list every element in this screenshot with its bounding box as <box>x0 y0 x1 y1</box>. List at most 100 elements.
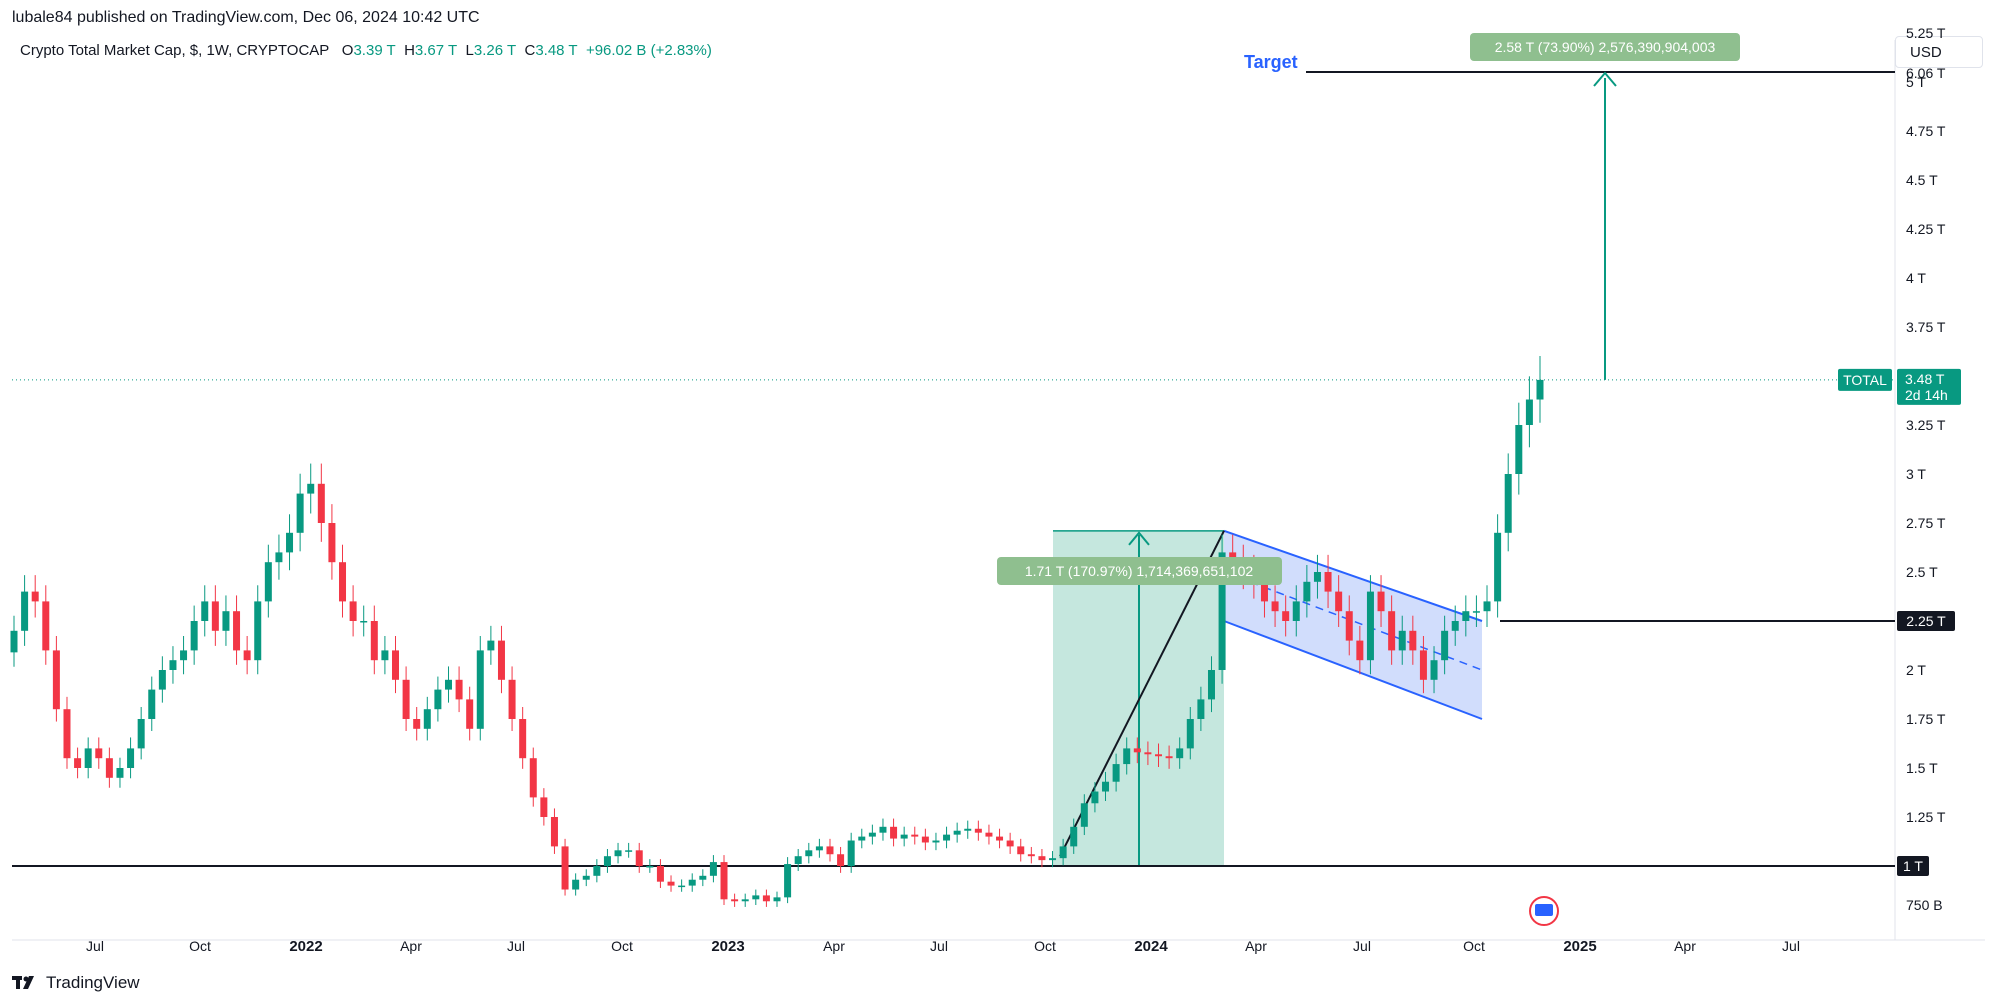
candle-body <box>943 834 951 841</box>
candle-body <box>1123 748 1131 765</box>
candle-body <box>1271 601 1279 612</box>
candle-body <box>540 797 548 817</box>
candle-body <box>190 621 198 651</box>
price-tick-label: 5 T <box>1906 74 1926 90</box>
candle-body <box>360 621 368 623</box>
candle-body <box>741 899 749 902</box>
candle-body <box>1441 630 1449 661</box>
candle-body <box>381 650 389 661</box>
candle-body <box>254 601 262 661</box>
candle-body <box>84 748 92 768</box>
candle-body <box>497 640 505 680</box>
candle-body <box>275 552 283 563</box>
candle-body <box>1430 660 1438 680</box>
candle-body <box>52 650 60 710</box>
candle-body <box>1176 748 1184 759</box>
candle-body <box>678 885 686 888</box>
support-price-text: 1 T <box>1903 858 1923 874</box>
candle-body <box>868 832 876 837</box>
price-tick-label: 3.25 T <box>1906 417 1946 433</box>
candle-body <box>1049 858 1057 861</box>
candle-body <box>1017 846 1025 855</box>
candle-body <box>370 621 378 661</box>
candle-body <box>1282 611 1290 621</box>
candle-body <box>688 879 696 886</box>
time-tick-label: 2022 <box>289 938 322 955</box>
candle-body <box>1536 379 1544 400</box>
candle-body <box>211 601 219 631</box>
candle-body <box>805 850 813 857</box>
symbol-legend: Crypto Total Market Cap, $, 1W, CRYPTOCA… <box>20 42 712 59</box>
time-tick-label: Jul <box>86 938 104 954</box>
candle-body <box>328 523 336 563</box>
candle-body <box>1027 854 1035 857</box>
candle-body <box>921 836 929 843</box>
price-tick-label: 1.5 T <box>1906 760 1938 776</box>
candle-body <box>815 846 823 851</box>
candle-body <box>148 689 156 719</box>
candle-body <box>127 748 135 768</box>
candle-body <box>1292 601 1300 621</box>
candle-body <box>1377 591 1385 612</box>
time-tick-label: Oct <box>1463 938 1485 954</box>
price-tick-label: 4.25 T <box>1906 221 1946 237</box>
time-tick-label: Oct <box>1034 938 1056 954</box>
candle-body <box>561 846 569 890</box>
time-tick-label: Apr <box>823 938 845 954</box>
candle-body <box>1186 719 1194 749</box>
candle-body <box>1356 640 1364 661</box>
candle-body <box>105 758 113 778</box>
time-tick-label: Apr <box>400 938 422 954</box>
candle-body <box>1324 572 1332 592</box>
candle-body <box>317 483 325 523</box>
price-tick-label: 6.06 T <box>1906 65 1946 81</box>
candle-body <box>10 630 18 653</box>
price-tick-label: 2 T <box>1906 662 1926 678</box>
price-tick-label: 4.5 T <box>1906 172 1938 188</box>
candle-body <box>603 856 611 866</box>
open-label: O <box>341 42 354 59</box>
candle-body <box>444 679 452 690</box>
candle-body <box>784 864 792 898</box>
close-value: 3.48 T <box>535 42 578 59</box>
candle-body <box>635 850 643 866</box>
currency-button[interactable]: USD <box>1895 36 1983 68</box>
low-label: L <box>465 42 474 59</box>
price-tick-label: 5.25 T <box>1906 25 1946 41</box>
candle-body <box>1494 532 1502 602</box>
candle-body <box>1080 803 1088 827</box>
candle-body <box>667 881 675 886</box>
measure-label-box <box>997 557 1282 585</box>
candle-body <box>974 828 982 833</box>
breakout-price-badge <box>1897 611 1955 631</box>
tradingview-brand: TradingView <box>46 973 140 992</box>
candle-body <box>879 826 887 833</box>
candle-body <box>550 817 558 847</box>
candle-body <box>339 562 347 602</box>
measure-label-text: 1.71 T (170.97%) 1,714,369,651,102 <box>1025 563 1254 579</box>
candle-body <box>837 854 845 866</box>
candle-body <box>1483 601 1491 612</box>
tradingview-logo[interactable]: TradingView <box>12 972 140 994</box>
candle-body <box>201 601 209 621</box>
event-flag-icon-inner <box>1535 904 1553 916</box>
candle-body <box>349 601 357 621</box>
candle-body <box>646 866 654 868</box>
candle-body <box>1038 856 1046 861</box>
time-tick-label: Oct <box>189 938 211 954</box>
candle-body <box>1133 748 1141 753</box>
candle-body <box>720 862 728 900</box>
price-tick-label: 750 B <box>1906 897 1943 913</box>
candle-body <box>593 866 601 876</box>
candle-body <box>625 850 633 852</box>
time-tick-label: 2024 <box>1134 938 1168 955</box>
candle-body <box>1144 752 1152 755</box>
candle-body <box>1165 756 1173 759</box>
candle-body <box>1515 425 1523 474</box>
candle-body <box>169 660 177 670</box>
candle-body <box>964 828 972 831</box>
symbol-title[interactable]: Crypto Total Market Cap, $, 1W, CRYPTOCA… <box>20 42 330 59</box>
candle-body <box>296 493 304 533</box>
candle-body <box>996 836 1004 841</box>
